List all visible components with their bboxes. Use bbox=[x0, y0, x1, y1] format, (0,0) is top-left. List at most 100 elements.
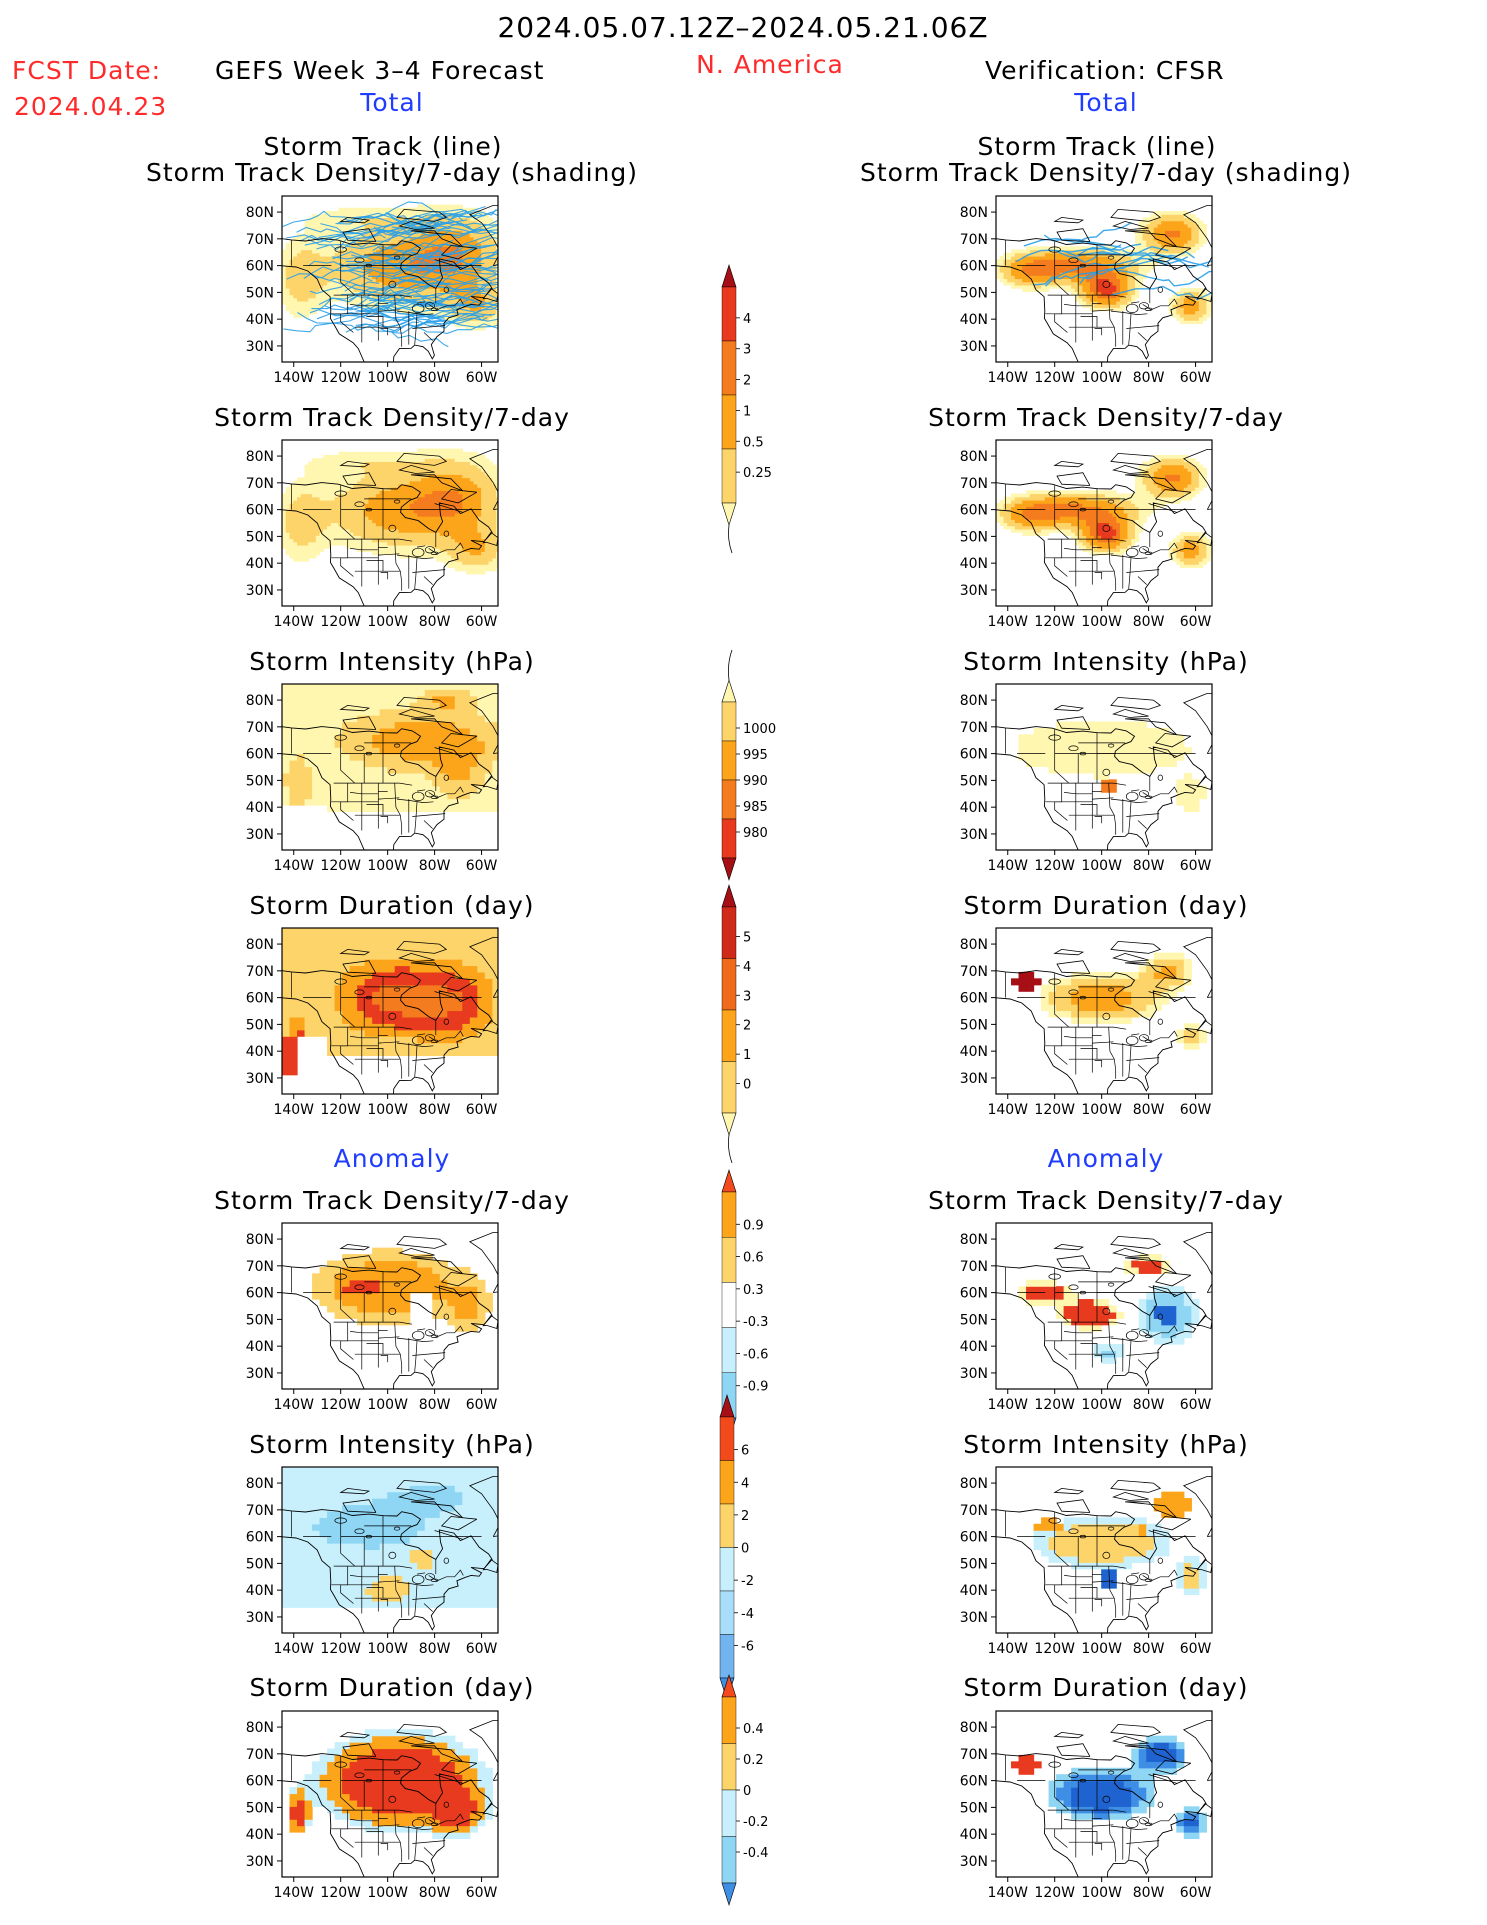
colorbar-intensity-anomaly: 6 4 2 0 -2 -4 -6 bbox=[719, 1394, 754, 1701]
map-r5: 80N 70N 60N 50N 40N 30N 140W 120W 100W 80W 60W bbox=[960, 1222, 1213, 1413]
colorbar-segment bbox=[721, 1696, 737, 1744]
lon-label: 140W bbox=[987, 370, 1028, 386]
lon-label: 100W bbox=[1081, 858, 1122, 874]
map-r4: 80N 70N 60N 50N 40N 30N 140W 120W 100W 80W 60W bbox=[960, 927, 1213, 1118]
lat-label: 40N bbox=[246, 1827, 274, 1843]
l6-title: Storm Intensity (hPa) bbox=[249, 1430, 535, 1459]
lat-label: 80N bbox=[960, 937, 988, 953]
lon-label: 60W bbox=[466, 370, 498, 386]
lon-label: 140W bbox=[273, 1641, 314, 1657]
lon-label: 80W bbox=[419, 370, 451, 386]
lat-label: 30N bbox=[960, 827, 988, 843]
lat-label: 70N bbox=[960, 232, 988, 248]
lon-label: 120W bbox=[1034, 1885, 1075, 1901]
lon-label: 80W bbox=[1133, 370, 1165, 386]
lat-label: 30N bbox=[246, 1854, 274, 1870]
map-l3: 80N 70N 60N 50N 40N 30N 140W 120W 100W 80W 60W bbox=[246, 683, 499, 874]
lon-label: 100W bbox=[1081, 370, 1122, 386]
colorbar-segment bbox=[719, 1503, 735, 1548]
colorbar-arrow bbox=[721, 857, 737, 881]
lat-label: 50N bbox=[246, 1556, 274, 1572]
lat-label: 60N bbox=[960, 747, 988, 763]
lat-label: 70N bbox=[246, 964, 274, 980]
colorbar-segment bbox=[719, 1590, 735, 1635]
lat-label: 80N bbox=[246, 205, 274, 221]
lon-label: 120W bbox=[320, 1641, 361, 1657]
lat-label: 40N bbox=[960, 312, 988, 328]
lon-label: 80W bbox=[419, 614, 451, 630]
colorbar-label: 1 bbox=[743, 1048, 751, 1063]
lon-label: 100W bbox=[367, 614, 408, 630]
lon-label: 100W bbox=[1081, 1885, 1122, 1901]
colorbar-label: 0.25 bbox=[743, 466, 772, 481]
lat-label: 50N bbox=[246, 285, 274, 301]
colorbar-label: 4 bbox=[743, 312, 751, 327]
lon-label: 140W bbox=[273, 370, 314, 386]
lon-label: 80W bbox=[419, 1641, 451, 1657]
r6-title: Storm Intensity (hPa) bbox=[963, 1430, 1249, 1459]
lon-label: 80W bbox=[1133, 858, 1165, 874]
lon-label: 80W bbox=[1133, 614, 1165, 630]
lat-label: 50N bbox=[960, 285, 988, 301]
colorbar-label: 5 bbox=[743, 930, 751, 945]
lat-label: 80N bbox=[246, 693, 274, 709]
colorbar-intensity: 1000 995 990 985 980 bbox=[721, 649, 776, 881]
colorbar-duration-anomaly: 0.4 0.2 0 -0.2 -0.4 bbox=[721, 1674, 768, 1906]
lon-label: 80W bbox=[419, 1102, 451, 1118]
lat-label: 60N bbox=[960, 991, 988, 1007]
lat-label: 60N bbox=[960, 503, 988, 519]
colorbar-label: 0 bbox=[741, 1542, 749, 1557]
colorbar-label: 0 bbox=[743, 1784, 751, 1799]
lat-label: 40N bbox=[960, 1827, 988, 1843]
l1-subtitle: Storm Track Density/7-day (shading) bbox=[145, 158, 639, 187]
lon-label: 60W bbox=[1180, 1885, 1212, 1901]
map-l1: 80N 70N 60N 50N 40N 30N 140W 120W 100W 80W 60W bbox=[246, 195, 499, 386]
l2-title: Storm Track Density/7-day bbox=[214, 403, 570, 432]
lat-label: 80N bbox=[246, 1720, 274, 1736]
lat-label: 30N bbox=[246, 827, 274, 843]
l7-title: Storm Duration (day) bbox=[249, 1673, 535, 1702]
lat-label: 80N bbox=[960, 1720, 988, 1736]
lon-label: 80W bbox=[1133, 1397, 1165, 1413]
right-column-title: Verification: CFSR bbox=[985, 56, 1225, 85]
r7-title: Storm Duration (day) bbox=[963, 1673, 1249, 1702]
lat-label: 70N bbox=[246, 232, 274, 248]
lat-label: 70N bbox=[246, 476, 274, 492]
colorbar-label: 3 bbox=[743, 989, 751, 1004]
colorbar-segment bbox=[721, 394, 737, 450]
map-r6: 80N 70N 60N 50N 40N 30N 140W 120W 100W 80W 60W bbox=[960, 1466, 1213, 1657]
r1-title: Storm Track (line) bbox=[977, 132, 1217, 161]
l5-title: Storm Track Density/7-day bbox=[214, 1186, 570, 1215]
lat-label: 60N bbox=[960, 259, 988, 275]
lat-label: 80N bbox=[960, 205, 988, 221]
colorbar-segment bbox=[721, 1836, 737, 1884]
lon-label: 140W bbox=[987, 1641, 1028, 1657]
lon-label: 140W bbox=[987, 858, 1028, 874]
lon-label: 120W bbox=[1034, 1397, 1075, 1413]
map-r7: 80N 70N 60N 50N 40N 30N 140W 120W 100W 80W 60W bbox=[960, 1710, 1213, 1901]
lon-label: 100W bbox=[1081, 614, 1122, 630]
lat-label: 30N bbox=[246, 1610, 274, 1626]
colorbar-arrow bbox=[721, 884, 737, 908]
fcst-label: FCST Date: bbox=[12, 56, 162, 85]
map-l2: 80N 70N 60N 50N 40N 30N 140W 120W 100W 80W 60W bbox=[246, 439, 499, 630]
colorbar-segment bbox=[721, 740, 737, 781]
lon-label: 100W bbox=[367, 1102, 408, 1118]
colorbar-segment bbox=[721, 701, 737, 742]
colorbar-label: 985 bbox=[743, 800, 768, 815]
colorbar-segment bbox=[721, 779, 737, 820]
colorbar-label: 2 bbox=[743, 1019, 751, 1034]
colorbar-segment bbox=[721, 906, 737, 959]
lon-label: 60W bbox=[1180, 1641, 1212, 1657]
lat-label: 30N bbox=[960, 1854, 988, 1870]
lat-label: 40N bbox=[960, 1339, 988, 1355]
r1-subtitle: Storm Track Density/7-day (shading) bbox=[859, 158, 1353, 187]
lat-label: 40N bbox=[960, 1044, 988, 1060]
lon-label: 140W bbox=[987, 1397, 1028, 1413]
lat-label: 30N bbox=[960, 1366, 988, 1382]
colorbar-label: -0.4 bbox=[743, 1846, 768, 1861]
colorbar-label: 0.5 bbox=[743, 435, 764, 450]
lat-label: 60N bbox=[246, 1286, 274, 1302]
colorbar-label: -2 bbox=[741, 1574, 754, 1589]
lon-label: 60W bbox=[466, 1397, 498, 1413]
